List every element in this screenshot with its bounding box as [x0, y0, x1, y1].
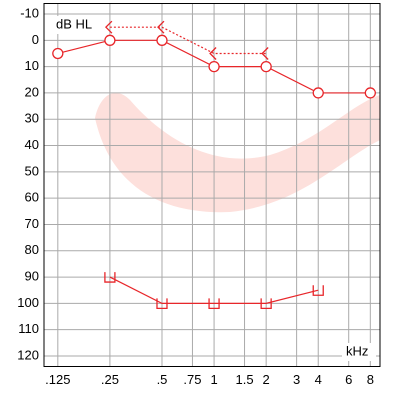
marker: [312, 285, 324, 296]
y-tick-label: 40: [25, 137, 39, 152]
marker: [209, 47, 217, 60]
x-tick-label: 1.5: [235, 372, 253, 387]
y-tick-label: 120: [17, 347, 39, 362]
x-tick-label: 2: [263, 372, 270, 387]
marker: [104, 34, 116, 46]
marker: [208, 298, 220, 310]
marker: [208, 60, 220, 73]
marker: [52, 47, 64, 60]
y-tick-label: 90: [25, 269, 39, 284]
label-bg: [342, 343, 376, 361]
y-tick-label: -10: [20, 5, 39, 20]
y-axis-label: dB HL: [56, 16, 92, 31]
y-tick-label: 50: [25, 163, 39, 178]
marker: [364, 87, 376, 99]
x-tick-label: .25: [101, 372, 119, 387]
marker: [312, 87, 324, 99]
y-tick-label: 70: [25, 216, 39, 231]
y-tick-label: 0: [32, 32, 39, 47]
marker: [261, 47, 269, 60]
label-bg: [52, 16, 100, 34]
marker: [104, 20, 113, 34]
speech-banana: [95, 92, 380, 213]
x-tick-label: .125: [45, 372, 70, 387]
x-tick-label: 3: [293, 372, 300, 387]
marker: [156, 298, 168, 310]
marker: [260, 60, 272, 73]
plot-border: [43, 3, 381, 367]
marker: [157, 20, 165, 34]
x-tick-label: 1: [210, 372, 217, 387]
y-tick-label: 100: [17, 295, 39, 310]
series-line: [109, 276, 319, 304]
x-tick-label: .75: [183, 372, 201, 387]
y-tick-label: 20: [25, 84, 39, 99]
y-tick-label: 10: [25, 58, 39, 73]
y-tick-label: 60: [25, 190, 39, 205]
series-line: [109, 26, 267, 55]
y-tick-label: 110: [18, 321, 39, 336]
x-tick-label: .5: [157, 372, 168, 387]
x-tick-label: 8: [367, 372, 374, 387]
marker: [260, 298, 272, 310]
marker: [104, 272, 116, 283]
marker: [156, 34, 168, 46]
x-axis-label: kHz: [346, 343, 368, 358]
y-tick-label: 30: [25, 111, 39, 126]
y-tick-label: 80: [25, 242, 39, 257]
x-tick-label: 6: [345, 372, 352, 387]
x-tick-label: 4: [315, 372, 322, 387]
